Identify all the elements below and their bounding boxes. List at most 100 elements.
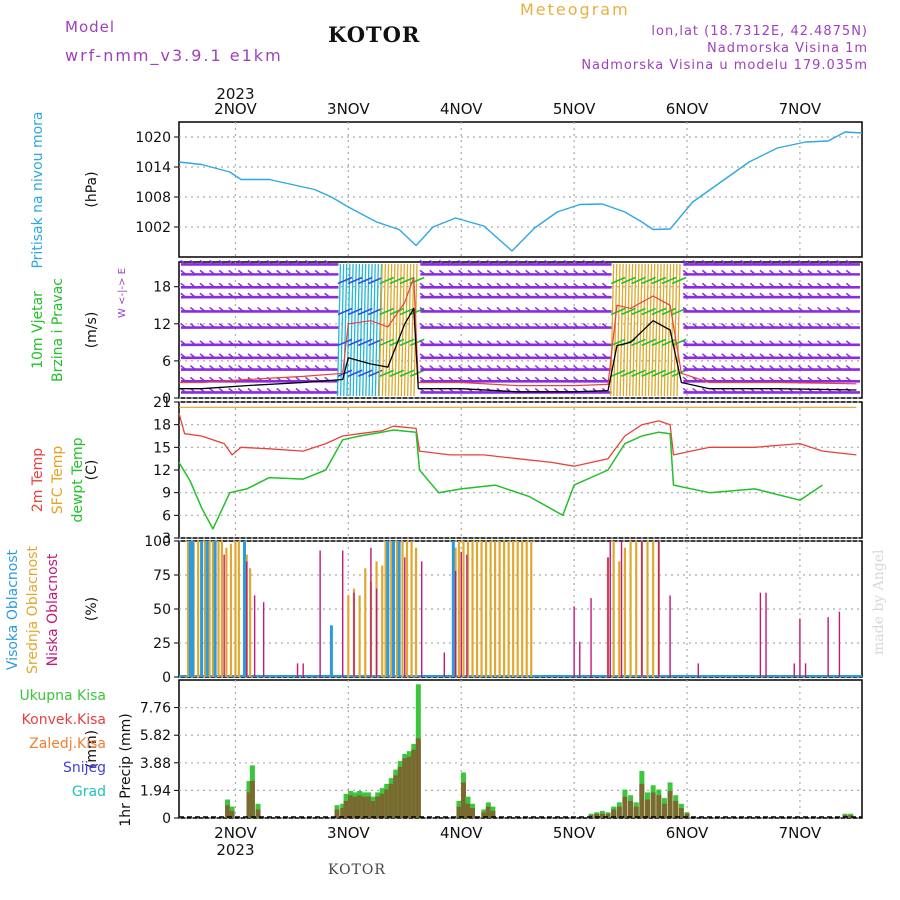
wind-barb-flag <box>276 306 283 313</box>
wind-barb-flag <box>525 376 532 382</box>
wind-barb-flag <box>247 292 254 298</box>
wind-barb-flag <box>266 292 273 298</box>
dewpoint-line <box>178 429 823 530</box>
wind-barb-flag <box>592 282 599 288</box>
precipitation-y-tick-label: 5.82 <box>140 728 171 744</box>
wind-y-tick-label: 0 <box>162 391 171 407</box>
wind-barb-flag <box>701 259 708 266</box>
wind-barb-flag <box>515 364 522 371</box>
wind-barb-flag <box>769 322 775 329</box>
wind-barb-flag <box>563 259 570 266</box>
wind-barb-flag <box>247 282 254 288</box>
wind-barb-flag <box>807 353 814 359</box>
wind-barb-flag <box>228 322 235 329</box>
wind-vector-stroke <box>647 263 653 397</box>
wind-barb-flag <box>759 292 766 298</box>
wind-barb-flag <box>740 306 747 313</box>
wind-barb-flag <box>467 292 474 298</box>
wind-barb-flag <box>525 282 532 288</box>
wind-barb-flag <box>247 322 254 329</box>
wind-barb-flag <box>477 306 484 313</box>
cloud-axis-title-line3: Niska Oblacnost <box>45 553 61 666</box>
precip-convective-bar <box>343 800 349 818</box>
precip-convective-bar <box>456 806 462 818</box>
wind-arrow <box>620 307 636 316</box>
wind-barb-flag <box>826 376 833 382</box>
wind-barb-flag <box>817 340 823 346</box>
wind-barb-flag <box>209 322 216 329</box>
wind-barb-flag <box>563 292 570 298</box>
wind-barb-flag <box>438 282 445 288</box>
precip-convective-bar <box>661 803 667 818</box>
wind-barb-flag <box>544 364 551 371</box>
precip-convective-bar <box>622 796 628 818</box>
wind-barb-flag <box>429 322 436 329</box>
wind-barb-flag <box>324 353 331 359</box>
wind-arrow <box>661 307 677 316</box>
wind-arrow <box>661 276 677 285</box>
precip-convective-bar <box>393 775 399 818</box>
wind-barb-flag <box>582 292 589 298</box>
precip-convective-bar <box>246 792 252 818</box>
wind-barb-flag <box>553 259 560 266</box>
wind-barb-flag <box>199 306 206 313</box>
temperature-unit-label: (C) <box>84 460 100 481</box>
precip-convective-bar <box>411 749 417 818</box>
wind-barb-flag <box>525 259 532 266</box>
wind-barb-flag <box>711 340 718 346</box>
wind-barb-flag <box>324 340 331 346</box>
precip-convective-bar <box>645 799 651 818</box>
wind-barb-flag <box>477 340 484 346</box>
wind-barb-flag <box>448 269 455 275</box>
wind-barb-flag <box>486 353 493 359</box>
wind-barb-flag <box>807 282 814 288</box>
wind-barb-flag <box>544 269 551 275</box>
wind-barb-flag <box>692 340 699 346</box>
wind-barb-flag <box>525 340 532 346</box>
wind-barb-flag <box>807 259 814 266</box>
wind-barb-flag <box>711 353 718 359</box>
wind-barb-flag <box>701 269 708 275</box>
wind-barb-flag <box>266 322 273 329</box>
wind-barb-flag <box>788 269 795 275</box>
wind-barb-flag <box>458 306 464 313</box>
wind-barb-flag <box>266 282 273 288</box>
wind-arrow <box>347 338 363 347</box>
wind-barb-flag <box>740 353 747 359</box>
wind-barb-flag <box>199 322 206 329</box>
wind-arrow <box>631 369 646 378</box>
wind-barb-flag <box>285 322 292 329</box>
precip-convective-bar <box>334 809 340 818</box>
wind-barb-flag <box>305 387 311 394</box>
precip-legend-item: Konvek.Kisa <box>22 712 106 728</box>
wind-barb-flag <box>682 282 689 288</box>
wind-barb-flag <box>778 353 785 359</box>
wind-barb-flag <box>496 269 503 275</box>
wind-barb-flag <box>573 259 580 266</box>
bottom-day-tick-label: 5NOV <box>553 824 596 842</box>
wind-barb-flag <box>429 353 436 359</box>
wind-barb-flag <box>563 306 570 313</box>
wind-barb-flag <box>788 353 795 359</box>
wind-barb-flag <box>486 340 493 346</box>
wind-speed-line <box>179 307 857 393</box>
wind-barb-flag <box>458 340 464 346</box>
wind-barb-flag <box>692 292 699 298</box>
bottom-day-tick-label: 2NOV <box>214 824 257 842</box>
wind-barb-flag <box>682 269 689 275</box>
wind-barb-flag <box>692 259 699 266</box>
pressure-y-tick-label: 1020 <box>135 130 171 146</box>
wind-barb-flag <box>592 376 599 382</box>
wind-barb-flag <box>721 340 727 346</box>
precip-convective-bar <box>684 813 690 818</box>
wind-barb-flag <box>534 364 541 371</box>
wind-direction-legend: W <-|-> E <box>117 268 128 318</box>
wind-barb-flag <box>601 259 608 266</box>
wind-barb-flag <box>285 364 292 371</box>
precipitation-y-tick-label: 3.88 <box>140 756 171 772</box>
wind-barb-flag <box>324 269 331 275</box>
wind-barb-flag <box>573 269 580 275</box>
wind-barb-flag <box>826 306 833 313</box>
precip-convective-bar <box>611 809 617 818</box>
